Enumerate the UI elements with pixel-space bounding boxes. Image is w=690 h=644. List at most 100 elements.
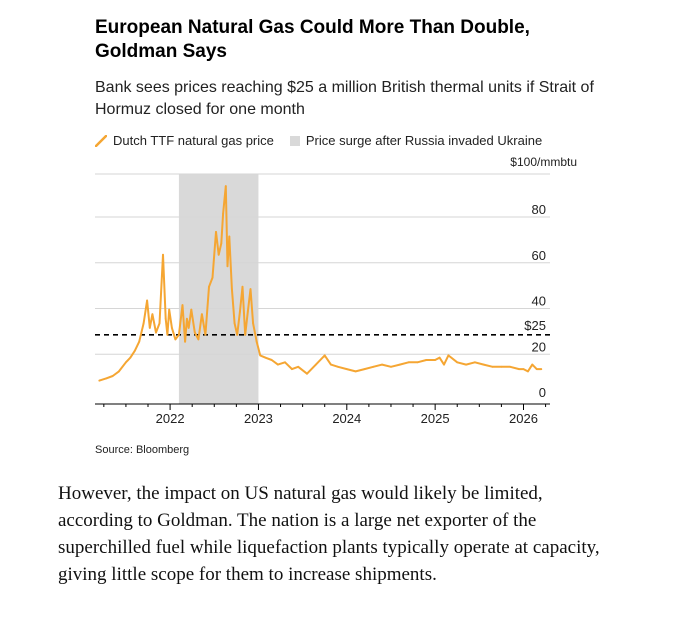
data-point (323, 354, 326, 357)
data-point (416, 361, 419, 364)
data-point (215, 231, 217, 233)
data-point (509, 365, 512, 368)
x-tick-label-2024: 2024 (332, 411, 361, 426)
data-point (174, 338, 177, 341)
legend-box-icon (289, 135, 300, 146)
article-body: However, the impact on US natural gas wo… (58, 483, 600, 585)
data-point (500, 365, 503, 368)
data-point (456, 361, 459, 364)
data-point (190, 308, 193, 311)
x-tick-label-2026: 2026 (509, 411, 538, 426)
x-tick-label-2023: 2023 (244, 411, 273, 426)
data-point (255, 340, 258, 343)
data-point (241, 285, 244, 288)
legend-label-gas-price: Dutch TTF natural gas price (113, 133, 274, 148)
data-point (148, 327, 151, 329)
chart-title: European Natural Gas Could More Than Dou… (95, 17, 530, 62)
data-point (204, 333, 207, 336)
data-point (434, 359, 436, 361)
series-line-dutch-ttf (98, 185, 543, 382)
data-point (390, 365, 392, 368)
data-point (540, 368, 543, 370)
data-point (284, 361, 286, 364)
data-point (330, 363, 332, 366)
data-point (168, 308, 171, 311)
data-point (186, 317, 188, 320)
data-point (474, 361, 476, 364)
data-point (264, 356, 267, 359)
data-point (407, 361, 410, 364)
shaded-region-russia-invasion (178, 174, 259, 404)
data-point (111, 375, 114, 377)
data-point (118, 370, 120, 373)
data-point (363, 368, 366, 370)
data-point (447, 354, 450, 357)
data-point (162, 253, 164, 256)
data-point (208, 285, 210, 288)
data-point (535, 368, 538, 370)
data-point (125, 361, 127, 364)
data-point (491, 365, 494, 368)
data-point (233, 322, 236, 325)
data-point (246, 311, 249, 313)
data-point (155, 331, 157, 334)
data-point (381, 363, 383, 366)
data-point (222, 212, 225, 215)
data-point (217, 253, 220, 256)
data-point (337, 365, 339, 368)
data-point (98, 379, 101, 382)
y-tick-label-40: 40 (532, 294, 546, 309)
data-point (197, 338, 200, 341)
data-point (531, 363, 534, 366)
data-point (187, 327, 190, 329)
data-point (146, 299, 149, 302)
data-point (228, 235, 231, 238)
data-point (518, 368, 520, 370)
data-point (133, 349, 136, 352)
legend-item-price-surge: Price surge after Russia invaded Ukraine (289, 133, 543, 148)
reference-line-label: $25 (524, 318, 546, 333)
data-point (306, 372, 308, 375)
y-tick-label-80: 80 (532, 202, 546, 217)
data-point (425, 359, 428, 361)
data-point (239, 311, 241, 313)
data-point (184, 340, 187, 343)
data-point (181, 304, 184, 306)
data-point (270, 359, 273, 361)
data-point (138, 340, 141, 343)
data-point (259, 354, 262, 357)
y-tick-label-60: 60 (532, 248, 546, 263)
data-point (354, 370, 357, 373)
data-point (211, 276, 214, 279)
legend-line-icon (95, 134, 107, 147)
data-point (291, 368, 293, 370)
data-point (201, 313, 203, 316)
data-point (244, 333, 247, 336)
data-point (443, 363, 445, 366)
chart-plot: $100/mmbtu 0 20 40 60 80 2022 2023 2024 2025 2026 $… (95, 155, 577, 426)
data-point (315, 363, 317, 366)
y-tick-label-20: 20 (532, 339, 546, 354)
data-point (224, 185, 227, 188)
x-tick-label-2025: 2025 (421, 411, 450, 426)
data-point (164, 317, 167, 320)
legend-label-price-surge: Price surge after Russia invaded Ukraine (305, 133, 543, 148)
data-point (522, 368, 525, 370)
data-point (226, 265, 229, 268)
data-point (277, 363, 279, 366)
data-point (105, 377, 108, 380)
data-point (158, 322, 161, 325)
data-point (482, 363, 485, 366)
data-point (465, 363, 467, 366)
data-point (171, 327, 173, 329)
data-point (166, 333, 169, 336)
data-point (297, 365, 300, 368)
data-point (527, 370, 529, 373)
y-tick-label-0: 0 (539, 385, 546, 400)
data-point (151, 313, 154, 316)
data-point (398, 363, 401, 366)
data-point (249, 288, 252, 290)
data-point (236, 333, 239, 336)
data-point (345, 368, 348, 370)
chart-legend: Dutch TTF natural gas price Price surge … (95, 133, 558, 148)
